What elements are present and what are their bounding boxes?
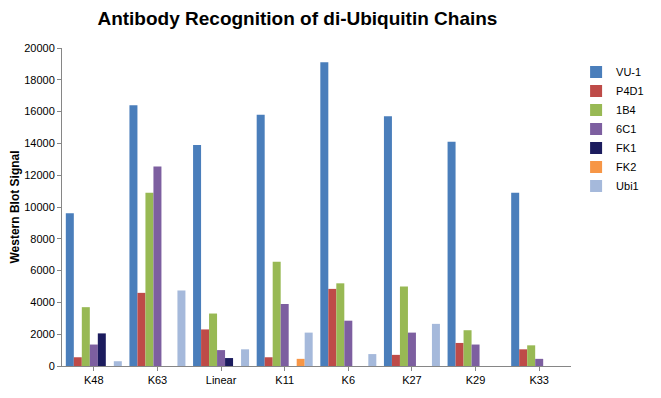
svg-text:K6: K6 — [342, 374, 355, 386]
svg-text:10000: 10000 — [24, 201, 55, 213]
svg-text:Linear: Linear — [206, 374, 237, 386]
svg-text:FK2: FK2 — [616, 161, 636, 173]
svg-text:2000: 2000 — [30, 328, 54, 340]
svg-text:4000: 4000 — [30, 296, 54, 308]
svg-text:20000: 20000 — [24, 42, 55, 54]
svg-text:8000: 8000 — [30, 233, 54, 245]
svg-text:VU-1: VU-1 — [616, 66, 641, 78]
svg-text:K11: K11 — [275, 374, 294, 386]
svg-text:1B4: 1B4 — [616, 104, 636, 116]
svg-text:12000: 12000 — [24, 169, 55, 181]
svg-text:Ubi1: Ubi1 — [616, 180, 639, 192]
svg-text:Western Blot Signal: Western Blot Signal — [8, 150, 22, 263]
svg-text:K63: K63 — [148, 374, 168, 386]
svg-text:P4D1: P4D1 — [616, 85, 644, 97]
svg-text:14000: 14000 — [24, 137, 55, 149]
svg-text:K33: K33 — [529, 374, 549, 386]
svg-text:6C1: 6C1 — [616, 123, 636, 135]
svg-text:16000: 16000 — [24, 105, 55, 117]
svg-text:K29: K29 — [466, 374, 486, 386]
svg-text:6000: 6000 — [30, 264, 54, 276]
svg-text:0: 0 — [49, 360, 55, 372]
svg-text:18000: 18000 — [24, 74, 55, 86]
svg-text:Antibody Recognition of di-Ubi: Antibody Recognition of di-Ubiquitin Cha… — [97, 8, 497, 29]
svg-text:K27: K27 — [402, 374, 422, 386]
svg-text:K48: K48 — [84, 374, 104, 386]
svg-text:FK1: FK1 — [616, 142, 636, 154]
